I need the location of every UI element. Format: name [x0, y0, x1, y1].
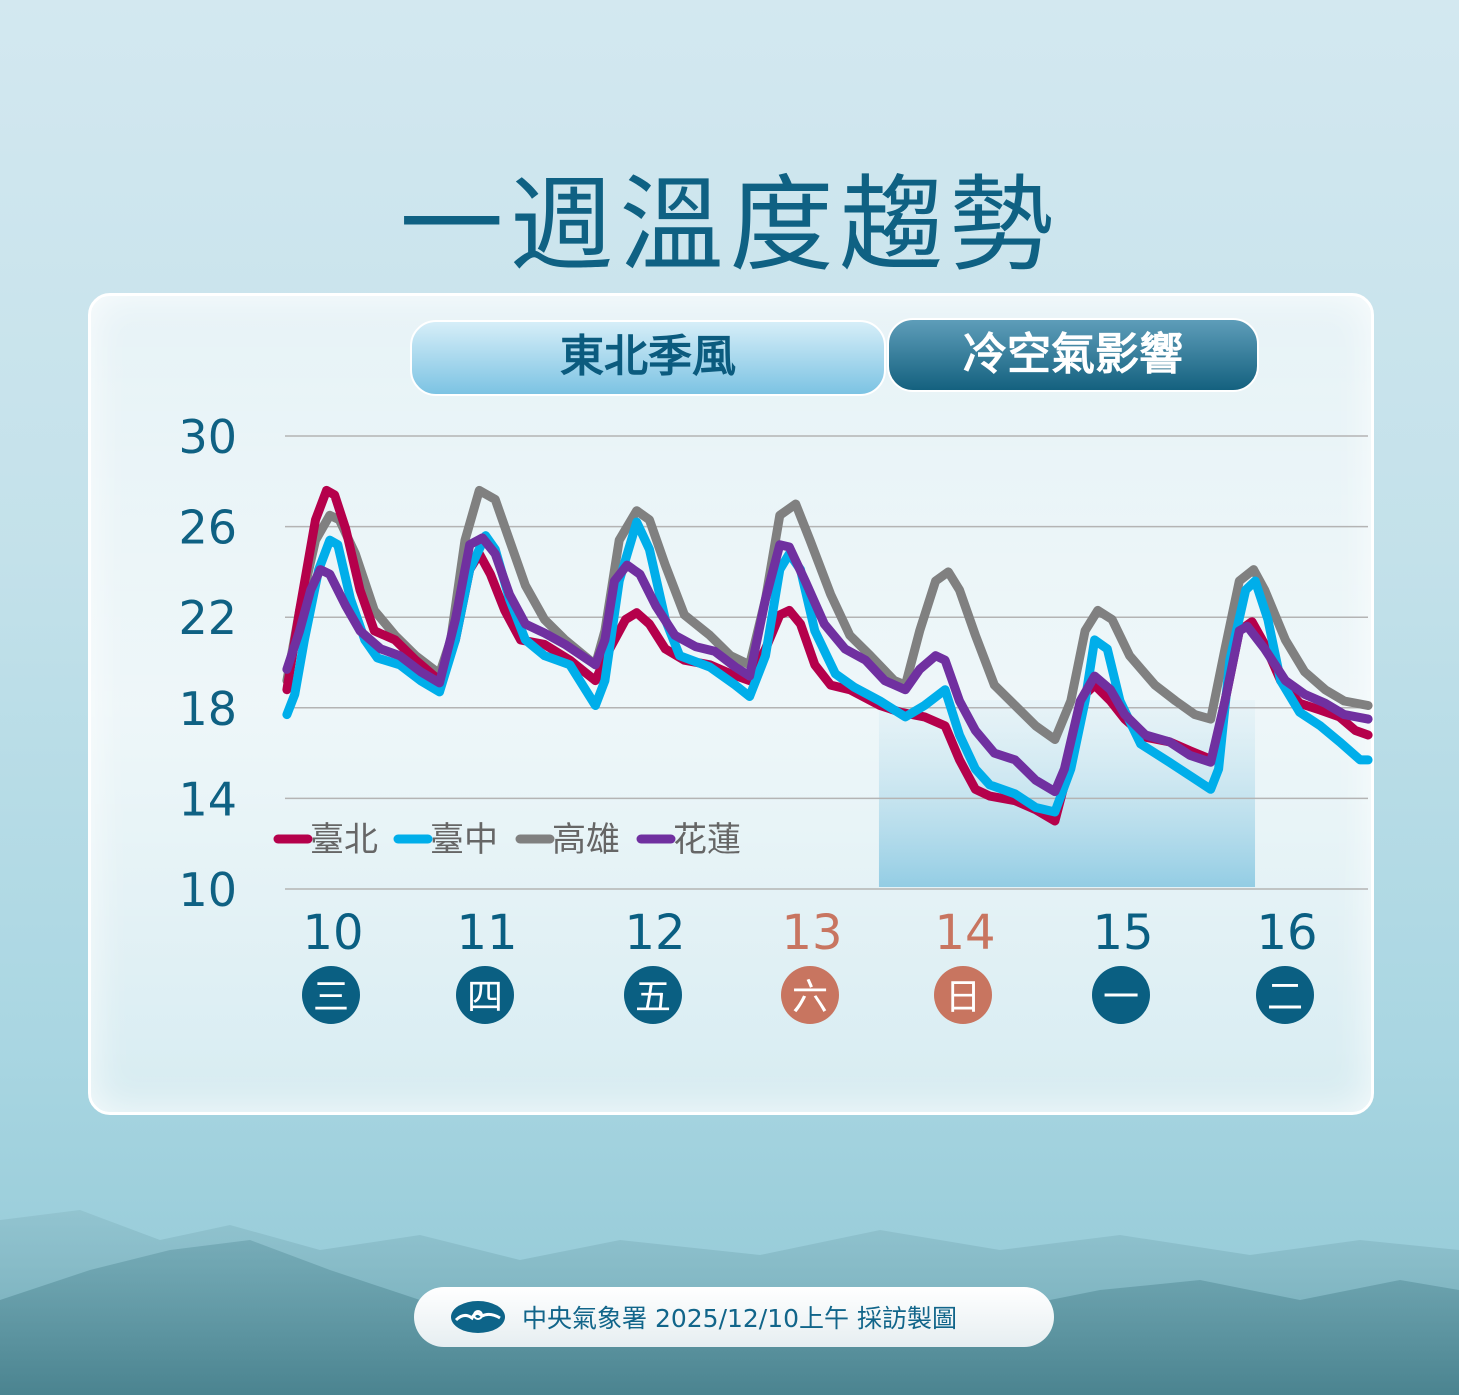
day-date-label: 10: [302, 905, 363, 961]
day-date-label: 13: [781, 905, 842, 961]
cold-air-period-label: 冷空氣影響: [887, 318, 1259, 392]
weekday-label: 六: [792, 977, 828, 1018]
weekday-label: 五: [635, 977, 671, 1018]
weekday-badge: [302, 966, 360, 1024]
legend-label-2: 高雄: [552, 820, 620, 860]
footer-credit: 中央氣象署 2025/12/10上午 採訪製圖: [414, 1287, 1054, 1347]
weekday-label: 二: [1267, 977, 1303, 1018]
weekday-label: 三: [313, 977, 349, 1018]
y-tick-label: 18: [178, 682, 237, 736]
weekday-badge: [934, 966, 992, 1024]
weekday-badge: [781, 966, 839, 1024]
weekday-label: 一: [1103, 977, 1139, 1018]
legend-label-1: 臺中: [430, 820, 498, 860]
y-tick-label: 26: [178, 501, 237, 555]
day-date-label: 16: [1256, 905, 1317, 961]
weekday-badge: [456, 966, 514, 1024]
y-tick-label: 10: [178, 863, 237, 917]
weekday-label: 四: [467, 977, 503, 1018]
y-tick-label: 14: [178, 772, 237, 826]
footer-text: 中央氣象署 2025/12/10上午 採訪製圖: [522, 1304, 957, 1333]
day-date-label: 15: [1092, 905, 1153, 961]
weekday-badge: [1256, 966, 1314, 1024]
temperature-chart: 30 26 22 18 14 10 臺北 臺中 高雄 花蓮 10 三 11 四 12 五 13 六 14 日 15 一…: [178, 410, 1373, 1024]
cold-air-shaded-region: [878, 700, 1256, 887]
day-date-label: 11: [456, 905, 517, 961]
legend-label-0: 臺北: [310, 820, 378, 860]
weekday-badge: [1092, 966, 1150, 1024]
day-date-label: 12: [624, 905, 685, 961]
series-line-3: [282, 533, 1373, 797]
weekday-badge: [624, 966, 682, 1024]
y-tick-label: 30: [178, 410, 237, 464]
day-date-label: 14: [934, 905, 995, 961]
y-tick-label: 22: [178, 591, 237, 645]
monsoon-period-label: 東北季風: [410, 320, 886, 396]
weekday-label: 日: [945, 977, 981, 1018]
page-title: 一週溫度趨勢: [399, 164, 1060, 286]
legend-label-3: 花蓮: [673, 820, 741, 860]
cwa-cloud-logo-icon: [451, 1301, 505, 1333]
